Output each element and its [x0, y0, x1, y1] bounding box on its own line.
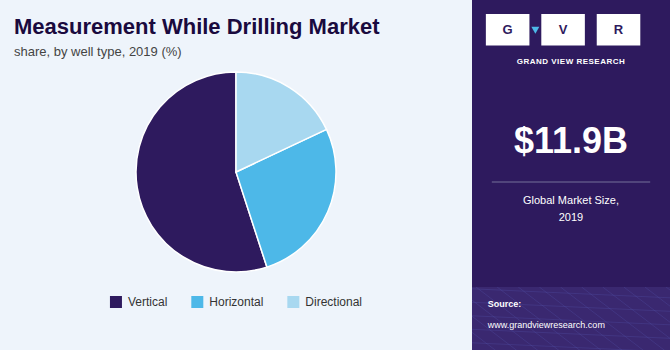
grid-pattern-line — [539, 287, 638, 350]
market-label: Global Market Size, 2019 — [523, 194, 619, 223]
legend-item: Vertical — [110, 295, 167, 309]
divider — [492, 182, 650, 183]
logo-letter: V — [559, 22, 568, 37]
panel-background — [472, 0, 670, 350]
grid-pattern-line — [476, 287, 575, 350]
source-url: www.grandviewresearch.com — [487, 320, 605, 330]
legend-label: Horizontal — [209, 295, 263, 309]
background — [0, 0, 670, 350]
chart-svg: Measurement While Drilling Market share, … — [0, 0, 670, 350]
logo-letter: G — [503, 22, 513, 37]
grid-pattern — [472, 287, 670, 350]
logo-box — [486, 14, 530, 46]
source-label: Source: — [488, 299, 522, 309]
logo-letter: R — [614, 22, 624, 37]
market-label-line: Global Market Size, — [523, 194, 619, 206]
legend: Vertical Horizontal Directional — [110, 295, 362, 309]
grid-pattern-line — [582, 287, 670, 350]
legend-label: Directional — [305, 295, 362, 309]
legend-swatch — [110, 296, 122, 308]
subtitle: share, by well type, 2019 (%) — [14, 44, 182, 59]
grid-pattern-line — [472, 287, 554, 350]
market-label-line: 2019 — [559, 211, 583, 223]
logo-box — [597, 14, 641, 46]
grid-pattern-line — [472, 287, 512, 350]
brand-name: GRAND VIEW RESEARCH — [517, 57, 626, 66]
grid-pattern-line — [497, 287, 596, 350]
logo-triangle — [531, 27, 539, 34]
legend-item: Directional — [287, 295, 362, 309]
legend-swatch — [287, 296, 299, 308]
legend-swatch — [191, 296, 203, 308]
grid-pattern-line — [472, 341, 670, 350]
legend-item: Horizontal — [191, 295, 263, 309]
info-panel: G V R GRAND VIEW RESEARCH $11.9B Global Marke… — [413, 0, 670, 350]
grid-pattern-line — [624, 287, 670, 350]
market-size: $11.9B — [514, 120, 628, 161]
pie — [136, 72, 336, 272]
logo-box — [541, 14, 585, 46]
legend-label: Vertical — [128, 295, 167, 309]
grid-pattern-line — [666, 287, 670, 350]
grid-pattern-line — [472, 287, 533, 350]
chart-container: Measurement While Drilling Market share, … — [0, 0, 670, 350]
pie-slice — [236, 72, 326, 172]
title: Measurement While Drilling Market — [14, 14, 380, 39]
grid-pattern-line — [645, 287, 670, 350]
